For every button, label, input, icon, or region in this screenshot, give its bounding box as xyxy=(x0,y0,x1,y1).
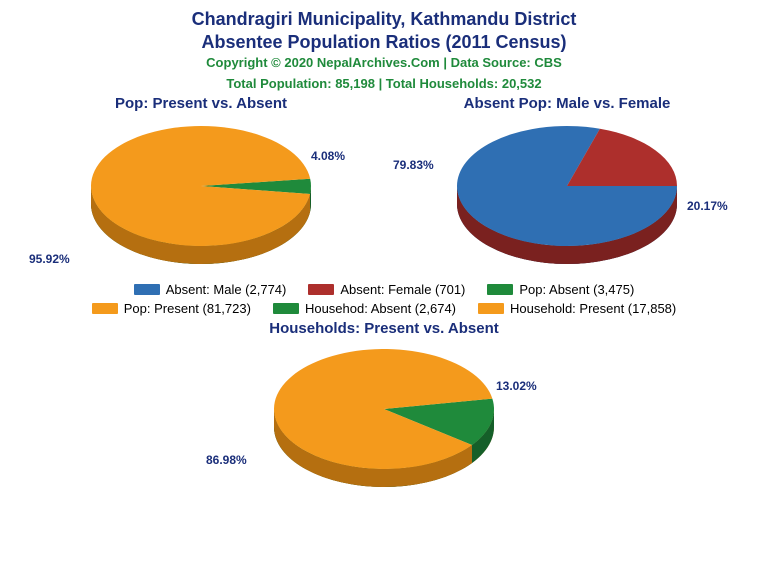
pie-left-svg xyxy=(71,114,331,274)
chart-title-bottom: Households: Present vs. Absent xyxy=(204,320,564,337)
pct-label-bottom-big: 86.98% xyxy=(206,453,247,467)
legend-item: Absent: Male (2,774) xyxy=(134,282,287,297)
pie-bottom-wrap: 13.02% 86.98% xyxy=(204,337,564,507)
pie-right-svg xyxy=(437,114,697,274)
legend-text: Househod: Absent (2,674) xyxy=(305,301,456,316)
pct-label-bottom-small: 13.02% xyxy=(496,379,537,393)
legend-swatch xyxy=(487,284,513,295)
pie-left-wrap: 4.08% 95.92% xyxy=(21,114,381,284)
legend-item: Pop: Absent (3,475) xyxy=(487,282,634,297)
chart-households: Households: Present vs. Absent 13.02% 86… xyxy=(204,320,564,507)
pct-label-left-small: 4.08% xyxy=(311,149,345,163)
chart-pop-present-absent: Pop: Present vs. Absent 4.08% 95.92% xyxy=(21,95,381,284)
pct-label-left-big: 95.92% xyxy=(29,252,70,266)
title-line1: Chandragiri Municipality, Kathmandu Dist… xyxy=(192,9,577,29)
legend-swatch xyxy=(134,284,160,295)
legend-swatch xyxy=(273,303,299,314)
legend-text: Pop: Absent (3,475) xyxy=(519,282,634,297)
legend-item: Household: Present (17,858) xyxy=(478,301,676,316)
top-charts-row: Pop: Present vs. Absent 4.08% 95.92% Abs… xyxy=(0,95,768,284)
legend-text: Household: Present (17,858) xyxy=(510,301,676,316)
chart-title-left: Pop: Present vs. Absent xyxy=(21,95,381,112)
totals-line: Total Population: 85,198 | Total Househo… xyxy=(0,76,768,91)
pie-bottom-svg xyxy=(254,337,514,497)
title-line2: Absentee Population Ratios (2011 Census) xyxy=(201,32,566,52)
main-title: Chandragiri Municipality, Kathmandu Dist… xyxy=(0,8,768,53)
legend-swatch xyxy=(478,303,504,314)
legend-swatch xyxy=(92,303,118,314)
legend-item: Househod: Absent (2,674) xyxy=(273,301,456,316)
pct-label-right-small: 20.17% xyxy=(687,199,728,213)
legend-text: Absent: Female (701) xyxy=(340,282,465,297)
copyright-line: Copyright © 2020 NepalArchives.Com | Dat… xyxy=(0,55,768,70)
legend: Absent: Male (2,774) Absent: Female (701)… xyxy=(0,280,768,318)
legend-item: Absent: Female (701) xyxy=(308,282,465,297)
legend-text: Absent: Male (2,774) xyxy=(166,282,287,297)
pct-label-right-big: 79.83% xyxy=(393,158,434,172)
legend-swatch xyxy=(308,284,334,295)
chart-title-right: Absent Pop: Male vs. Female xyxy=(387,95,747,112)
chart-absent-male-female: Absent Pop: Male vs. Female 20.17% 79.83… xyxy=(387,95,747,284)
legend-text: Pop: Present (81,723) xyxy=(124,301,251,316)
pie-right-wrap: 20.17% 79.83% xyxy=(387,114,747,284)
legend-item: Pop: Present (81,723) xyxy=(92,301,251,316)
header-block: Chandragiri Municipality, Kathmandu Dist… xyxy=(0,0,768,91)
